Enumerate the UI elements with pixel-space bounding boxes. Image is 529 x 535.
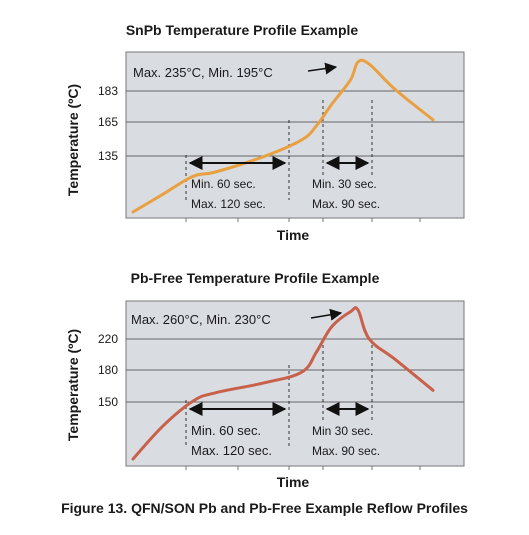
- y-tick-label: 165: [98, 115, 118, 129]
- soak-max-label: Max. 120 sec.: [191, 443, 272, 458]
- snpb-chart: SnPb Temperature Profile Example 183 165…: [65, 22, 465, 243]
- y-tick-label: 180: [98, 363, 118, 377]
- plot-area: [125, 51, 465, 219]
- x-axis-ticks: [185, 466, 421, 470]
- figure-caption: Figure 13. QFN/SON Pb and Pb-Free Exampl…: [61, 500, 468, 516]
- y-tick-label: 183: [98, 84, 118, 98]
- temperature-profile-line: [131, 58, 435, 214]
- chart-title: Pb-Free Temperature Profile Example: [131, 270, 380, 286]
- soak-max-label: Max. 120 sec.: [191, 197, 266, 211]
- reflow-max-label: Max. 90 sec.: [312, 444, 380, 458]
- time-window-guides: [185, 100, 373, 200]
- peak-pointer-arrow: [307, 62, 338, 75]
- y-axis-title: Temperature (ºC): [65, 329, 81, 441]
- reflow-min-label: Min 30 sec.: [312, 424, 373, 438]
- peak-pointer-arrow: [310, 308, 343, 321]
- y-tick-label: 150: [98, 395, 118, 409]
- chart-title: SnPb Temperature Profile Example: [126, 22, 359, 38]
- time-window-guides: [185, 345, 373, 448]
- peak-temperature-label: Max. 260°C, Min. 230°C: [131, 312, 271, 327]
- y-axis-title: Temperature (ºC): [65, 84, 81, 196]
- reflow-min-label: Min. 30 sec.: [312, 177, 377, 191]
- y-tick-label: 220: [98, 332, 118, 346]
- temperature-profile-line: [131, 306, 435, 461]
- soak-min-label: Min. 60 sec.: [191, 423, 261, 438]
- x-axis-title: Time: [277, 474, 310, 490]
- soak-min-label: Min. 60 sec.: [191, 177, 256, 191]
- peak-temperature-label: Max. 235°C, Min. 195°C: [133, 65, 273, 80]
- y-tick-label: 135: [98, 149, 118, 163]
- pb-free-chart: Pb-Free Temperature Profile Example 220 …: [65, 270, 465, 490]
- reflow-max-label: Max. 90 sec.: [312, 197, 380, 211]
- plot-area: [125, 300, 465, 467]
- x-axis-title: Time: [277, 227, 310, 243]
- x-axis-ticks: [185, 218, 421, 222]
